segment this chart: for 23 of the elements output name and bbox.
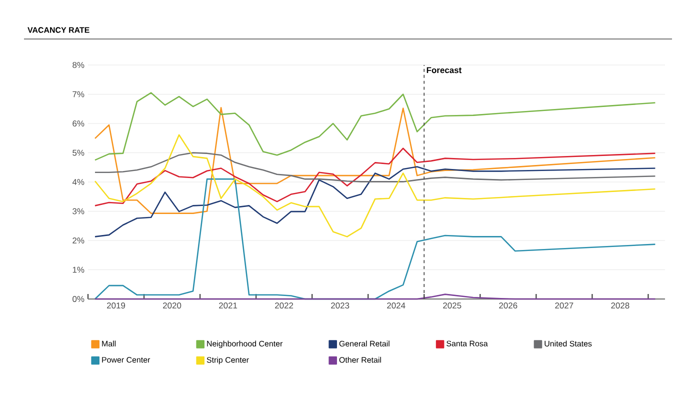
- ref-line-label: Forecast: [426, 67, 462, 74]
- x-tick-label: 2026: [499, 302, 518, 309]
- x-tick-label: 2027: [555, 302, 574, 309]
- line-series: [94, 166, 656, 238]
- x-tick-label: 2019: [107, 302, 126, 309]
- y-tick-label: 8%: [72, 62, 84, 68]
- x-tick-label: 2024: [387, 302, 406, 309]
- y-tick-label: 1%: [72, 266, 84, 273]
- line-series: [94, 134, 656, 238]
- x-tick-label: 2020: [163, 302, 182, 309]
- line-series: [94, 92, 656, 161]
- y-tick-label: 0%: [72, 296, 84, 302]
- x-tick-label: 2021: [219, 302, 238, 309]
- y-tick-label: 2%: [72, 238, 84, 244]
- y-tick-label: 4%: [72, 179, 84, 185]
- x-tick-label: 2022: [275, 302, 294, 309]
- y-tick-label: 3%: [72, 208, 84, 214]
- x-tick-label: 2023: [331, 302, 350, 309]
- y-tick-label: 5%: [72, 150, 84, 156]
- x-tick-label: 2025: [443, 302, 462, 309]
- x-tick-label: 2028: [611, 302, 630, 309]
- y-tick-label: 7%: [72, 91, 84, 98]
- y-tick-label: 6%: [72, 120, 84, 126]
